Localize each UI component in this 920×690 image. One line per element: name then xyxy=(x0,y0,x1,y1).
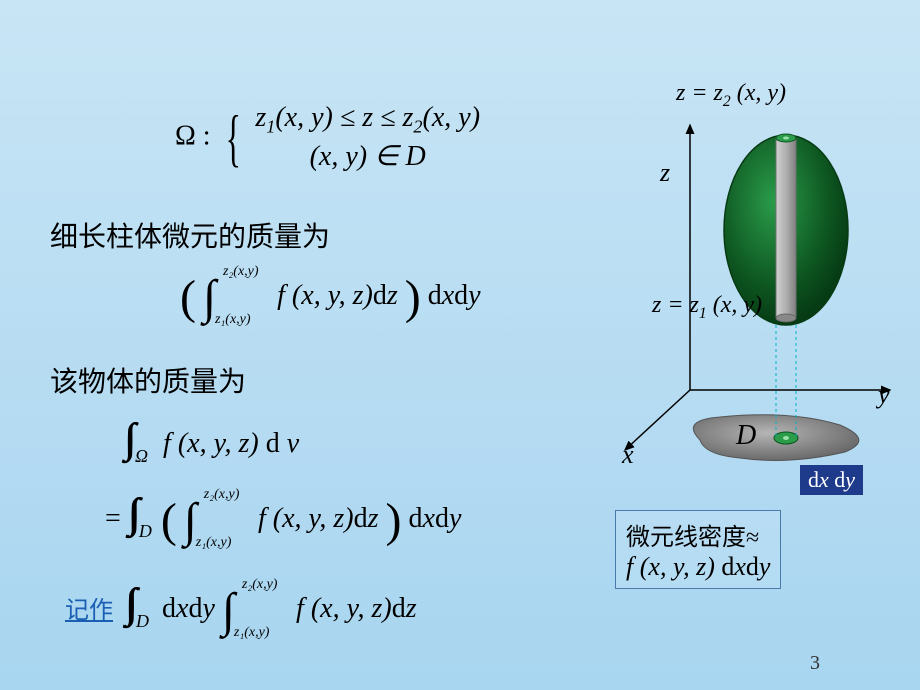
axis-y: y xyxy=(878,380,890,410)
axis-x: x xyxy=(622,440,634,470)
omega-definition: Ω : { z1(x, y) ≤ z ≤ z2(x, y) (x, y) ∈ D xyxy=(175,100,480,176)
text-cylinder-mass: 细长柱体微元的质量为 xyxy=(50,215,330,255)
dxdy-box: dx dy xyxy=(800,465,863,495)
eq-triple-integral: ∫∫∫Ω f (x, y, z) d v xyxy=(125,415,299,463)
label-z2: z = z2 (x, y) xyxy=(676,80,786,111)
omega-label: Ω : xyxy=(175,120,211,151)
slide: { "eq1_omega": "Ω :", "eq1_line1": "z₁(x… xyxy=(0,0,920,690)
text-body-mass: 该物体的质量为 xyxy=(50,360,246,400)
region-D: D xyxy=(736,420,756,452)
eq-iterated-integral: ∫∫D dxdy ∫ z₂(x,y) z₁(x,y) f (x, y, z)dz xyxy=(125,580,417,638)
eq-double-integral: = ∫∫D ( ∫ z₂(x,y) z₁(x,y) f (x, y, z)dz … xyxy=(105,490,461,548)
page-number: 3 xyxy=(810,652,820,675)
notation-link[interactable]: 记作 xyxy=(65,590,113,625)
eq-cylinder-mass: ( ∫ z₂(x,y) z₁(x,y) f (x, y, z)dz ) dxdy xyxy=(180,270,481,325)
label-z1: z = z1 (x, y) xyxy=(652,292,762,323)
density-box: 微元线密度≈ f (x, y, z) dxdy xyxy=(615,510,781,589)
axis-z: z xyxy=(660,158,670,188)
